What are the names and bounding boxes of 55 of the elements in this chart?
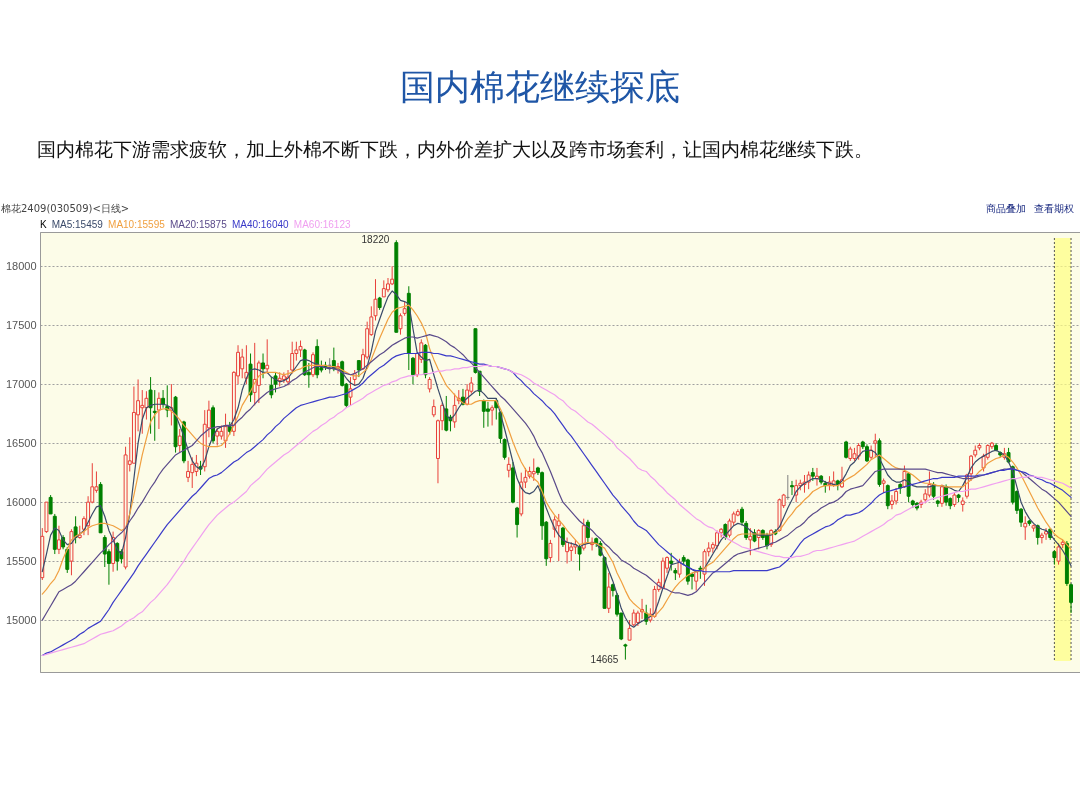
y-tick-label: 17000 (5, 377, 37, 390)
y-tick-label: 16000 (5, 495, 37, 508)
annotation: 18220 (361, 234, 390, 246)
candlestick (577, 544, 582, 572)
candlestick (156, 391, 161, 430)
candlestick (715, 529, 719, 550)
text: MA5:15459 (51, 219, 104, 230)
candlestick (677, 558, 682, 579)
candlestick (506, 456, 511, 478)
candlestick (927, 470, 932, 498)
candlestick (790, 480, 794, 496)
candlestick (348, 376, 353, 406)
text: MA20:15875 (169, 219, 228, 230)
candlestick (177, 428, 182, 454)
candlestick (515, 506, 520, 539)
text: MA10:15595 (108, 219, 166, 230)
candlestick (452, 393, 457, 429)
candlestick (186, 460, 191, 483)
candlestick (140, 389, 145, 435)
candlestick (161, 389, 166, 409)
y-tick-label: 17500 (5, 318, 37, 331)
candlestick (1039, 532, 1044, 544)
y-tick-label: 18000 (5, 259, 37, 272)
text: MA60:16123 (293, 219, 351, 230)
candlestick (627, 619, 632, 641)
candlestick (585, 519, 590, 544)
text: 查看期权 (1034, 203, 1074, 214)
candlestick (481, 399, 486, 429)
y-tick-label: 16500 (5, 436, 37, 449)
candlestick (411, 356, 415, 385)
legend-title: K (40, 219, 47, 230)
candlestick (885, 483, 890, 510)
candlestick (244, 344, 249, 385)
text: 商品叠加 (986, 203, 1026, 214)
candlestick (190, 456, 195, 489)
candlestick (240, 348, 245, 379)
candlestick (265, 338, 270, 375)
candlestick (223, 413, 228, 449)
y-tick-label: 15000 (5, 613, 37, 626)
candlestick (581, 518, 586, 551)
text: 棉花2409(030509)<日线> (1, 203, 130, 214)
candlestick (1056, 542, 1061, 566)
candlestick (565, 537, 570, 564)
candlestick (548, 539, 553, 563)
candlestick (261, 353, 265, 379)
text: MA40:16040 (231, 219, 290, 230)
annotation: 14665 (590, 653, 619, 665)
y-tick-label: 15500 (5, 554, 37, 567)
candlestick (873, 433, 878, 458)
candlestick (485, 401, 490, 428)
candlestick (490, 404, 495, 426)
candlestick (56, 525, 61, 555)
candlestick (606, 572, 611, 614)
chart-subtitle: 国内棉花下游需求疲软，加上外棉不断下跌，内外价差扩大以及跨市场套利，让国内棉花继续下跌。 (37, 138, 873, 160)
chart-title: 国内棉花继续探底 (400, 67, 680, 107)
